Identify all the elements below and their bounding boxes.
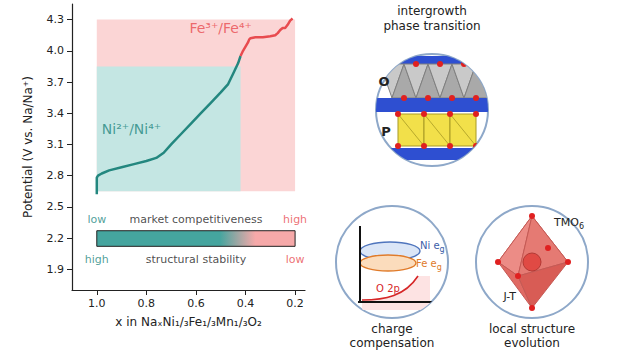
svg-text:high: high (85, 253, 109, 266)
svg-text:phase transition: phase transition (383, 19, 480, 33)
svg-text:Fe eg: Fe eg (416, 258, 442, 272)
svg-text:Ni eg: Ni eg (420, 240, 445, 254)
svg-text:O: O (378, 74, 389, 89)
svg-text:J-T: J-T (502, 290, 516, 303)
svg-text:intergrowth: intergrowth (397, 4, 467, 18)
svg-text:charge: charge (371, 322, 412, 336)
svg-text:1.0: 1.0 (88, 297, 106, 310)
svg-text:structural stability: structural stability (146, 253, 247, 266)
svg-text:Fe³⁺/Fe⁴⁺: Fe³⁺/Fe⁴⁺ (189, 20, 252, 36)
svg-text:3.1: 3.1 (47, 138, 65, 151)
svg-text:x in NaₓNi₁/₃Fe₁/₃Mn₁/₃O₂: x in NaₓNi₁/₃Fe₁/₃Mn₁/₃O₂ (115, 315, 262, 329)
svg-text:market competitiveness: market competitiveness (129, 213, 262, 226)
svg-text:0.8: 0.8 (138, 297, 156, 310)
svg-text:compensation: compensation (350, 336, 435, 350)
svg-text:2.8: 2.8 (47, 169, 65, 182)
svg-text:1.9: 1.9 (47, 263, 65, 276)
svg-text:3.4: 3.4 (47, 107, 65, 120)
svg-text:O 2p: O 2p (376, 283, 400, 294)
svg-text:0.6: 0.6 (187, 297, 205, 310)
svg-text:Ni²⁺/Ni⁴⁺: Ni²⁺/Ni⁴⁺ (102, 121, 161, 137)
svg-text:TMO6: TMO6 (553, 216, 584, 231)
svg-text:0.2: 0.2 (286, 297, 304, 310)
svg-text:0.4: 0.4 (237, 297, 255, 310)
svg-text:P: P (381, 124, 391, 139)
svg-text:local structure: local structure (489, 322, 575, 336)
svg-text:2.2: 2.2 (47, 232, 65, 245)
svg-text:3.7: 3.7 (47, 76, 65, 89)
svg-text:4.0: 4.0 (47, 44, 65, 57)
svg-text:evolution: evolution (504, 336, 560, 350)
svg-text:low: low (286, 253, 305, 266)
svg-text:2.5: 2.5 (47, 200, 65, 213)
svg-text:4.3: 4.3 (47, 13, 65, 26)
svg-text:Potential (V vs. Na/Na⁺): Potential (V vs. Na/Na⁺) (21, 76, 35, 218)
svg-text:low: low (87, 213, 106, 226)
svg-text:high: high (283, 213, 307, 226)
